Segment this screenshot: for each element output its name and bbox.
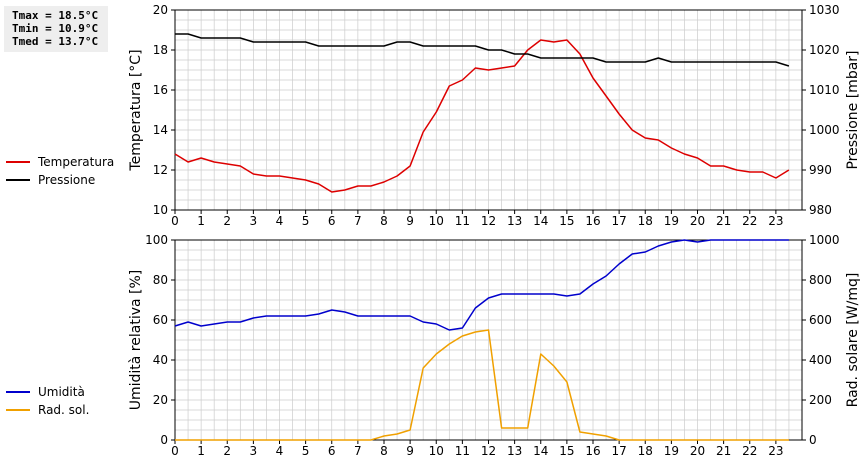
y-right-tick-label: 800	[809, 273, 832, 287]
y-tick-label: 40	[153, 353, 168, 367]
x-tick-label: 4	[276, 214, 284, 228]
x-tick-label: 0	[171, 444, 179, 458]
y-tick-label: 60	[153, 313, 168, 327]
x-tick-label: 12	[481, 444, 496, 458]
x-tick-label: 9	[406, 444, 414, 458]
x-tick-label: 16	[585, 444, 600, 458]
x-tick-label: 20	[690, 214, 705, 228]
x-tick-label: 20	[690, 444, 705, 458]
x-tick-label: 10	[429, 444, 444, 458]
legend-label: Rad. sol.	[38, 403, 89, 417]
x-tick-label: 21	[716, 444, 731, 458]
x-tick-label: 12	[481, 214, 496, 228]
x-tick-label: 1	[197, 214, 205, 228]
x-tick-label: 18	[638, 444, 653, 458]
x-tick-label: 1	[197, 444, 205, 458]
x-tick-label: 14	[533, 444, 548, 458]
x-tick-label: 22	[742, 444, 757, 458]
x-tick-label: 11	[455, 444, 470, 458]
legend-label: Umidità	[38, 385, 85, 399]
y-right-tick-label: 1000	[809, 123, 840, 137]
x-tick-label: 21	[716, 214, 731, 228]
x-tick-label: 3	[250, 444, 258, 458]
y-right-tick-label: 990	[809, 163, 832, 177]
x-tick-label: 16	[585, 214, 600, 228]
x-tick-label: 9	[406, 214, 414, 228]
stats-box: Tmax = 18.5°C Tmin = 10.9°C Tmed = 13.7°…	[4, 6, 108, 52]
y-tick-label: 100	[145, 233, 168, 247]
y-right-tick-label: 1000	[809, 233, 840, 247]
y-tick-label: 16	[153, 83, 168, 97]
tmed-label: Tmed = 13.7°C	[12, 35, 99, 48]
x-tick-label: 15	[559, 214, 574, 228]
y-axis-label: Umidità relativa [%]	[128, 270, 144, 411]
chart-panel-1: 0 1 2 3 4 5 6 7 8 9 10 11 12 13 14 15 16 17 18 19 20 21 22 2310…	[6, 3, 860, 228]
x-tick-label: 14	[533, 214, 548, 228]
y-tick-label: 20	[153, 393, 168, 407]
y-right-tick-label: 200	[809, 393, 832, 407]
x-tick-label: 18	[638, 214, 653, 228]
x-tick-label: 19	[664, 444, 679, 458]
y-right-tick-label: 600	[809, 313, 832, 327]
x-tick-label: 6	[328, 214, 336, 228]
x-tick-label: 2	[223, 214, 231, 228]
y-right-axis-label: Rad. solare [W/mq]	[845, 273, 860, 408]
y-tick-label: 20	[153, 3, 168, 17]
x-tick-label: 23	[768, 444, 783, 458]
y-tick-label: 12	[153, 163, 168, 177]
x-tick-label: 5	[302, 444, 310, 458]
tmin-label: Tmin = 10.9°C	[12, 22, 99, 35]
x-tick-label: 22	[742, 214, 757, 228]
y-tick-label: 14	[153, 123, 168, 137]
x-tick-label: 19	[664, 214, 679, 228]
x-tick-label: 17	[611, 214, 626, 228]
x-tick-label: 5	[302, 214, 310, 228]
x-tick-label: 6	[328, 444, 336, 458]
legend-label: Temperatura	[37, 155, 114, 169]
x-tick-label: 7	[354, 214, 362, 228]
x-tick-label: 13	[507, 214, 522, 228]
chart-panel-2: 0 1 2 3 4 5 6 7 8 9 10 11 12 13 14 15 16 17 18 19 20 21 22 2302…	[6, 233, 860, 458]
x-tick-label: 10	[429, 214, 444, 228]
series-line-1-2	[175, 33, 790, 67]
y-right-tick-label: 400	[809, 353, 832, 367]
y-right-tick-label: 0	[809, 433, 817, 447]
y-right-tick-label: 1010	[809, 83, 840, 97]
x-tick-label: 3	[250, 214, 258, 228]
x-tick-label: 4	[276, 444, 284, 458]
y-right-tick-label: 1020	[809, 43, 840, 57]
x-tick-label: 11	[455, 214, 470, 228]
series-line-2-1	[174, 239, 789, 331]
y-tick-label: 18	[153, 43, 168, 57]
tmax-label: Tmax = 18.5°C	[12, 9, 99, 22]
legend-label: Pressione	[38, 173, 95, 187]
x-tick-label: 8	[380, 444, 388, 458]
series-line-2-2	[175, 329, 789, 441]
x-tick-label: 7	[354, 444, 362, 458]
y-axis-label: Temperatura [°C]	[128, 49, 144, 171]
x-tick-label: 13	[507, 444, 522, 458]
x-tick-label: 23	[768, 214, 783, 228]
x-tick-label: 8	[380, 214, 388, 228]
y-right-tick-label: 980	[809, 203, 832, 217]
y-tick-label: 0	[160, 433, 168, 447]
y-tick-label: 80	[153, 273, 168, 287]
x-tick-label: 15	[559, 444, 574, 458]
series-line-1-1	[174, 39, 790, 193]
y-right-axis-label: Pressione [mbar]	[845, 50, 860, 169]
x-tick-label: 17	[611, 444, 626, 458]
x-tick-label: 0	[171, 214, 179, 228]
y-right-tick-label: 1030	[809, 3, 840, 17]
x-tick-label: 2	[223, 444, 231, 458]
y-tick-label: 10	[153, 203, 168, 217]
